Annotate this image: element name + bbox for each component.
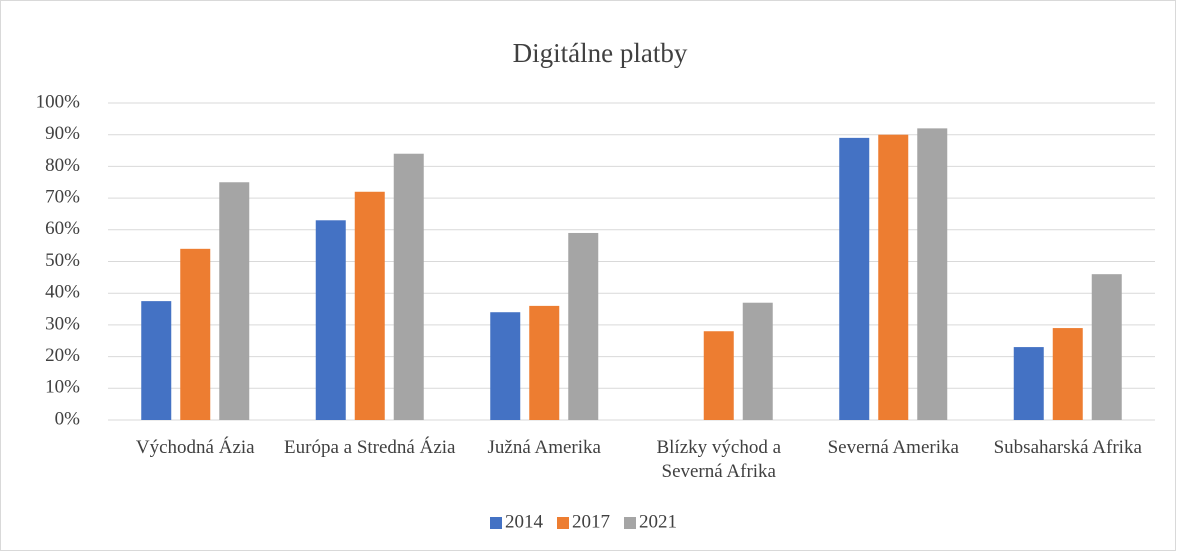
y-tick-label: 30%: [45, 313, 80, 334]
y-tick-label: 90%: [45, 123, 80, 144]
bar: [1052, 328, 1083, 420]
bar: [742, 302, 773, 420]
legend-label: 2021: [639, 511, 677, 532]
bar: [1091, 274, 1122, 420]
x-tick-label: Blízky východ a Severná Afrika: [656, 437, 782, 482]
y-tick-label: 20%: [45, 345, 80, 366]
bar: [1013, 347, 1044, 420]
bar: [219, 182, 250, 420]
x-tick-label: Južná Amerika: [487, 437, 601, 458]
x-tick-label: Severná Amerika: [827, 437, 959, 458]
legend-swatch: [490, 517, 502, 529]
bar: [839, 137, 870, 420]
bar: [315, 220, 346, 420]
y-tick-label: 10%: [45, 377, 80, 398]
y-tick-label: 50%: [45, 250, 80, 271]
bar: [703, 331, 734, 420]
y-tick-label: 0%: [55, 408, 81, 429]
bar: [141, 301, 172, 420]
bar: [917, 128, 948, 421]
y-tick-label: 70%: [45, 186, 80, 207]
y-tick-label: 60%: [45, 218, 80, 239]
y-tick-label: 100%: [36, 91, 81, 112]
legend-swatch: [624, 517, 636, 529]
x-tick-label: Východná Ázia: [135, 437, 255, 458]
bar: [490, 312, 521, 420]
y-tick-label: 80%: [45, 155, 80, 176]
x-tick-label: Subsaharská Afrika: [993, 437, 1142, 458]
y-tick-label: 40%: [45, 282, 80, 303]
chart-title: Digitálne platby: [513, 38, 688, 68]
bar: [180, 248, 211, 420]
bar: [393, 153, 424, 420]
legend-swatch: [557, 517, 569, 529]
bar: [878, 134, 909, 420]
legend-label: 2014: [505, 511, 544, 532]
bar: [529, 305, 560, 420]
legend-label: 2017: [572, 511, 610, 532]
bar: [568, 232, 599, 420]
x-tick-label: Európa a Stredná Ázia: [284, 437, 456, 458]
bar: [354, 191, 385, 420]
